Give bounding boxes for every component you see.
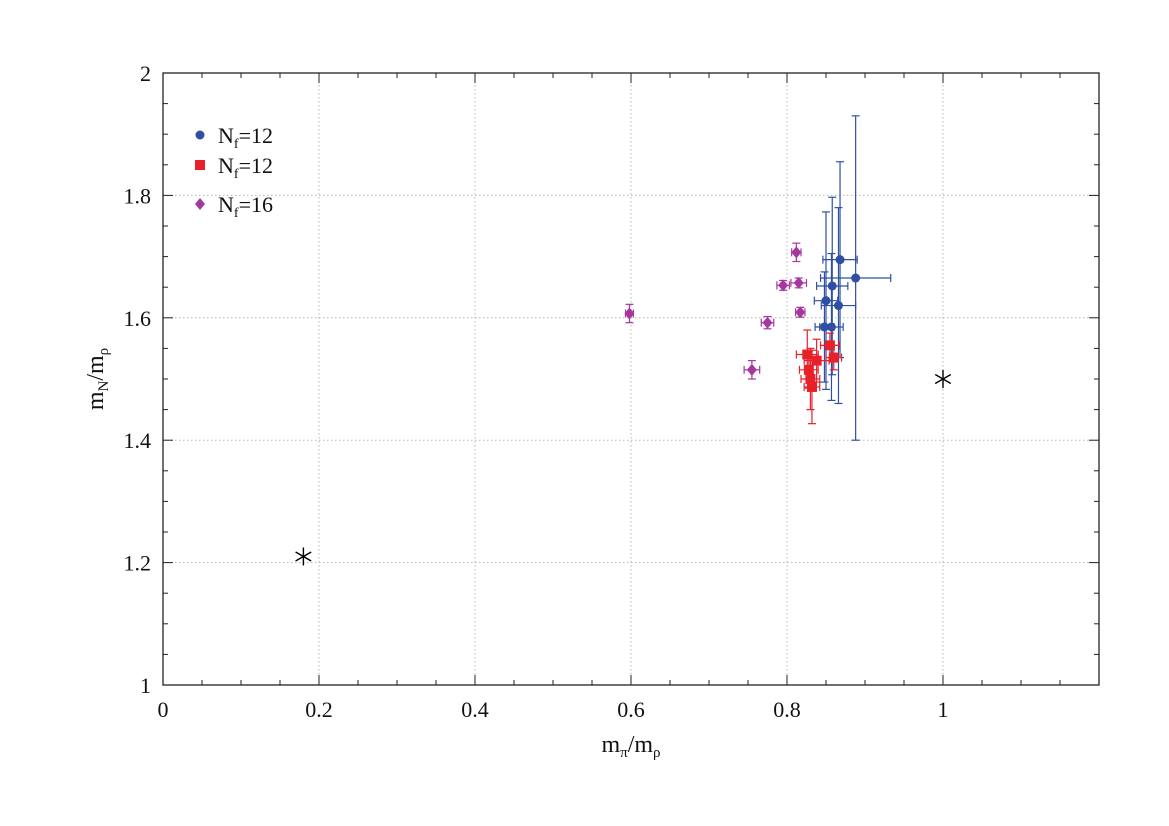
data-point-diamond [746,363,757,376]
data-point-circle [821,296,831,306]
y-tick-label: 1.4 [124,428,152,453]
legend-entry-nf12-red: Nf=12 [195,153,273,182]
data-layer [295,115,952,566]
series-2 [624,242,808,380]
tick-labels: 0 0.2 0.4 0.6 0.8 1 1 1.2 1.4 1.6 1.8 2 [124,61,949,722]
x-axis-title: mπ/mρ [601,732,660,761]
x-tick-label: 0.4 [461,697,489,722]
y-tick-label: 2 [140,61,151,86]
data-point-diamond [795,306,806,319]
data-point-square [805,374,816,384]
asterisk-stroke [934,373,952,385]
series-3 [295,370,952,566]
y-tick-label: 1.8 [124,183,152,208]
legend-label: Nf=16 [218,192,273,221]
legend-entry-nf16: Nf=16 [195,192,273,221]
series-0 [813,115,892,441]
data-point-square [802,349,813,360]
data-point-square [806,381,817,392]
data-point-diamond [778,279,789,292]
data-point-square [803,364,814,375]
legend-label: Nf=12 [218,153,273,182]
data-point-circle [819,322,829,332]
legend-marker-circle [195,130,205,140]
data-point-square [828,352,839,363]
legend-label: Nf=12 [218,123,273,152]
x-tick-label: 1 [938,697,949,722]
series-1 [795,329,843,425]
y-axis-title: mN/mρ [83,348,112,410]
grid [163,73,1099,685]
data-point-asterisk [934,370,952,388]
x-tick-label: 0.8 [773,697,801,722]
legend: Nf=12 Nf=12 Nf=16 [195,123,273,221]
data-point-diamond [762,316,773,329]
y-tick-label: 1.6 [124,306,152,331]
legend-entry-nf12-blue: Nf=12 [195,123,273,152]
data-point-circle [833,301,843,311]
x-tick-label: 0 [158,697,169,722]
data-point-diamond [791,246,802,259]
y-tick-label: 1.2 [124,551,152,576]
legend-marker-diamond [195,198,205,210]
legend-marker-square [195,160,205,170]
y-tick-label: 1 [140,673,151,698]
data-point-asterisk [295,547,312,566]
data-point-diamond [793,276,804,289]
plot-frame [162,72,1100,686]
data-point-circle [851,273,861,283]
data-point-diamond [624,307,635,320]
x-tick-label: 0.2 [305,697,333,722]
data-point-circle [827,281,837,291]
asterisk-stroke [295,551,312,562]
data-point-square [811,355,822,366]
data-point-circle [835,255,845,265]
x-tick-label: 0.6 [617,697,645,722]
